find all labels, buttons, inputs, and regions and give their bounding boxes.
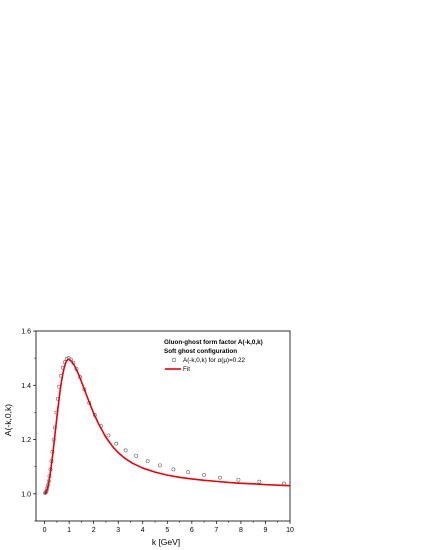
legend-fit-label: Fit: [183, 366, 190, 373]
x-tick-label: 3: [116, 527, 120, 534]
x-axis-ticks: 0 1 2 3 4 5 6 7 8 9 10: [43, 521, 294, 534]
legend-scatter-marker: [171, 357, 177, 363]
x-tick-label: 7: [214, 527, 218, 534]
fit-curve: [44, 358, 291, 495]
data-point: [145, 459, 150, 464]
y-tick-label: 1.2: [21, 437, 31, 444]
x-axis-label: k [GeV]: [152, 537, 180, 547]
data-point: [114, 441, 119, 446]
data-point: [123, 448, 128, 453]
legend-scatter-label: A(-k,0,k) for α(μ)=0.22: [183, 357, 246, 364]
x-tick-label: 10: [286, 527, 294, 534]
data-point: [171, 467, 176, 472]
legend-title-line-2: Soft ghost configuration: [164, 348, 237, 355]
plot-marks: [43, 356, 291, 495]
data-point: [202, 472, 206, 477]
legend: Gluon-ghost form factor A(-k,0,k) Soft g…: [164, 339, 263, 373]
x-tick-label: 8: [239, 527, 243, 534]
y-tick-label: 1.6: [21, 329, 31, 336]
x-tick-label: 1: [67, 527, 71, 534]
y-axis-label: A(-k,0,k): [3, 404, 13, 436]
y-tick-label: 1.0: [21, 491, 31, 498]
x-tick-label: 5: [165, 527, 169, 534]
data-point: [236, 477, 241, 482]
data-point: [106, 433, 111, 438]
x-tick-label: 0: [43, 527, 47, 534]
y-tick-label: 1.4: [21, 383, 31, 390]
data-point: [134, 453, 139, 458]
data-point: [218, 475, 222, 480]
x-tick-label: 6: [190, 527, 194, 534]
legend-title-line-1: Gluon-ghost form factor A(-k,0,k): [164, 339, 263, 346]
data-point: [186, 470, 191, 475]
x-tick-label: 2: [92, 527, 96, 534]
x-tick-label: 4: [141, 527, 145, 534]
data-point: [158, 463, 162, 468]
x-tick-label: 9: [264, 527, 268, 534]
y-axis-ticks: 1.0 1.2 1.4 1.6: [21, 329, 36, 522]
data-point: [257, 479, 262, 484]
plot-frame: [35, 330, 291, 522]
